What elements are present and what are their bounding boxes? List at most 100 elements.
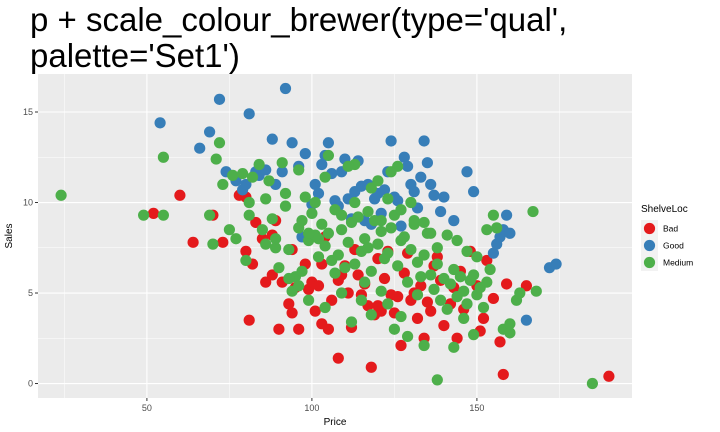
point-medium [375, 285, 387, 297]
point-bad [365, 361, 377, 373]
point-medium [411, 289, 424, 301]
point-medium [342, 236, 354, 248]
point-medium [431, 374, 443, 386]
point-medium [362, 205, 374, 218]
point-bad [487, 292, 499, 305]
point-good [501, 209, 513, 221]
point-medium [223, 224, 235, 236]
point-medium [458, 285, 470, 297]
legend-label-bad: Bad [663, 224, 678, 234]
point-good [378, 184, 391, 196]
point-medium [362, 242, 374, 254]
point-bad [411, 312, 424, 324]
point-medium [461, 245, 473, 257]
x-axis-label: Price [324, 417, 347, 428]
point-medium [375, 225, 387, 238]
point-bad [477, 312, 490, 324]
point-medium [243, 196, 255, 209]
point-bad [217, 236, 229, 248]
y-axis-ticks: 0 5 10 15 [23, 107, 38, 389]
point-medium [293, 164, 305, 176]
point-bad [501, 278, 513, 290]
point-good [316, 158, 328, 171]
legend-items: Bad Good Medium [641, 220, 693, 271]
point-medium [270, 242, 282, 254]
point-medium [461, 298, 473, 310]
point-bad [451, 332, 463, 344]
point-medium [299, 191, 311, 203]
point-good [461, 166, 473, 178]
point-medium [227, 169, 239, 181]
point-bad [425, 305, 437, 317]
point-medium [157, 151, 169, 163]
y-tick-label: 0 [28, 379, 33, 389]
point-medium [256, 224, 268, 236]
point-bad [421, 296, 433, 308]
point-good [435, 205, 447, 218]
point-bad [378, 272, 391, 285]
point-medium [253, 158, 265, 171]
point-bad [283, 298, 295, 310]
legend-key-bad [643, 222, 656, 235]
point-good [395, 220, 407, 232]
point-medium [332, 249, 344, 261]
point-good [309, 178, 321, 191]
legend-key-medium [643, 256, 656, 269]
point-medium [530, 285, 542, 297]
point-bad [147, 207, 160, 219]
point-medium [487, 209, 499, 221]
point-medium [527, 205, 539, 218]
point-medium [372, 175, 384, 187]
point-medium [279, 187, 292, 200]
point-good [322, 137, 334, 149]
point-good [520, 314, 533, 326]
point-good [402, 160, 414, 172]
point-medium [319, 301, 331, 314]
point-bad [322, 323, 334, 335]
point-medium [448, 263, 460, 276]
point-medium [336, 287, 348, 299]
point-good [425, 178, 437, 191]
point-bad [273, 323, 285, 335]
point-bad [309, 305, 321, 317]
point-medium [418, 249, 430, 261]
point-medium [336, 209, 348, 221]
point-medium [365, 309, 377, 321]
point-medium [448, 341, 460, 353]
point-medium [408, 215, 420, 227]
y-tick-label: 5 [28, 288, 33, 298]
point-medium [468, 269, 480, 281]
point-medium [365, 182, 377, 194]
point-medium [395, 310, 407, 323]
point-medium [405, 196, 417, 209]
point-medium [382, 298, 394, 310]
point-good [415, 171, 427, 183]
point-medium [309, 196, 321, 209]
point-medium [293, 280, 305, 292]
point-medium [213, 137, 226, 149]
point-medium [312, 233, 325, 245]
point-medium [359, 276, 371, 288]
point-medium [296, 215, 308, 227]
point-medium [392, 160, 404, 172]
point-medium [322, 227, 334, 239]
point-good [504, 227, 516, 239]
point-medium [217, 178, 229, 191]
point-medium [329, 267, 341, 279]
point-medium [372, 238, 384, 250]
x-tick-label: 50 [142, 403, 152, 413]
legend-label-good: Good [663, 241, 684, 251]
point-medium [336, 224, 348, 236]
point-medium [276, 157, 288, 169]
point-medium [322, 149, 334, 162]
point-good [194, 142, 206, 154]
point-bad [266, 269, 278, 281]
point-medium [382, 193, 394, 205]
y-tick-label: 10 [23, 198, 33, 208]
point-medium [210, 153, 222, 165]
point-medium [441, 229, 453, 241]
point-good [312, 187, 325, 200]
point-bad [312, 280, 325, 292]
point-medium [355, 294, 367, 306]
